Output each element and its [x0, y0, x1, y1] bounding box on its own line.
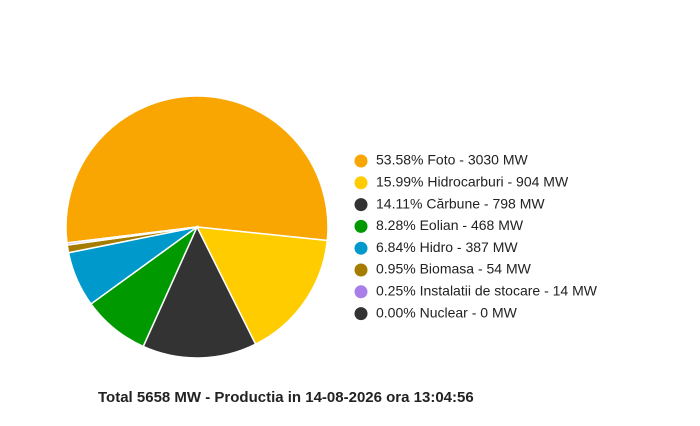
legend-marker: [354, 219, 368, 233]
legend-marker: [354, 285, 368, 299]
legend-label: 8.28% Eolian - 468 MW: [376, 217, 524, 233]
legend-marker: [354, 241, 368, 255]
pie-slice: [142, 225, 257, 359]
pie-slice: [65, 95, 329, 244]
legend-label: 15.99% Hidrocarburi - 904 MW: [376, 174, 569, 190]
pie-slice: [66, 226, 198, 244]
legend-label: 0.95% Biomasa - 54 MW: [376, 261, 532, 277]
legend-label: 14.11% Cărbune - 798 MW: [376, 195, 545, 211]
pie-slice: [195, 226, 329, 346]
legend-label: 53.58% Foto - 3030 MW: [376, 152, 529, 168]
legend-label: 0.25% Instalatii de stocare - 14 MW: [376, 283, 598, 299]
chart-title: Total 5658 MW - Productia in 14-08-2026 …: [98, 389, 474, 406]
legend-marker: [354, 307, 368, 321]
legend-marker: [354, 154, 368, 168]
legend-label: 0.00% Nuclear - 0 MW: [376, 304, 518, 320]
legend-label: 6.84% Hidro - 387 MW: [376, 239, 518, 255]
legend-marker: [354, 263, 368, 277]
legend-marker: [354, 198, 368, 212]
legend-marker: [354, 176, 368, 190]
